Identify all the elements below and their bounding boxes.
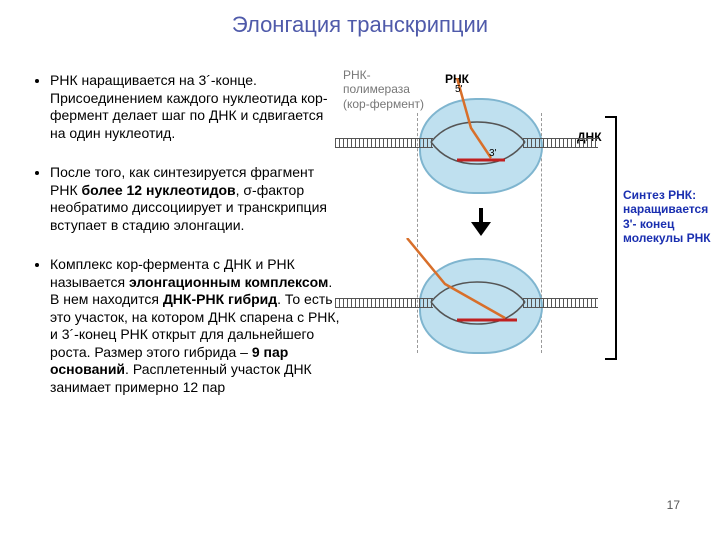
page-number: 17 [667,498,680,512]
bullet-3: Комплекс кор-фермента с ДНК и РНК называ… [50,256,342,396]
dna-right-bottom [523,298,598,306]
slide-title: Элонгация транскрипции [0,12,720,38]
bullet-2-bold: более 12 нуклеотидов [82,182,236,198]
rna-strand-bottom [405,238,515,332]
label-synthesis: Синтез РНК: наращивается 3'- конец молек… [623,188,720,246]
label-3prime-top: 3' [489,148,496,159]
bullet-1-text: РНК наращивается на 3´-конце. Присоедине… [50,72,328,141]
bullet-1: РНК наращивается на 3´-конце. Присоедине… [50,72,342,142]
bullet-3-bold1: элонгационным комплексом [129,274,328,290]
elongation-diagram: РНК- полимераза (кор-фермент) РНК 5' 3' … [345,68,715,428]
label-5prime-top: 5' [455,84,462,95]
label-polymerase: РНК- полимераза (кор-фермент) [343,68,433,111]
dna-right-top [523,138,598,146]
arrow-down-icon [467,208,495,236]
bullet-list: РНК наращивается на 3´-конце. Присоедине… [32,72,342,418]
dna-left-top [335,138,433,146]
bracket [605,116,617,360]
bullet-2: После того, как синтезируется фрагмент Р… [50,164,342,234]
bullet-3-bold2: ДНК-РНК гибрид [163,291,277,307]
